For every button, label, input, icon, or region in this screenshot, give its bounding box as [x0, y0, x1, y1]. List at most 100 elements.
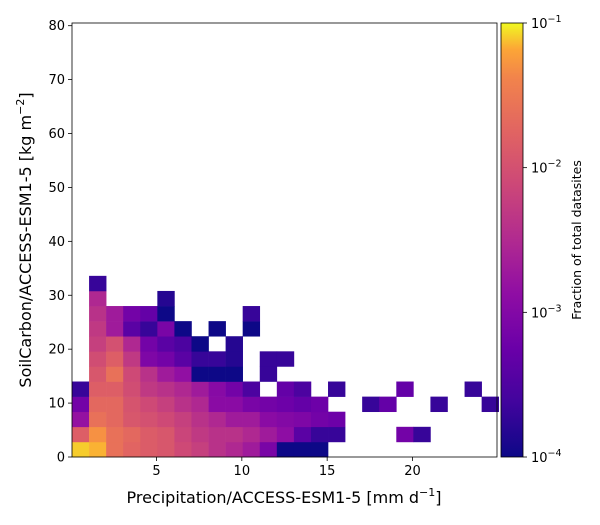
heatmap-cell: [191, 396, 209, 413]
heatmap-cell: [140, 381, 158, 397]
heatmap-cell: [191, 336, 209, 352]
y-tick-label: 30: [48, 289, 65, 304]
heatmap-cell: [310, 426, 329, 443]
y-tick-label: 40: [48, 235, 65, 250]
heatmap-cell: [208, 396, 226, 413]
heatmap-cell: [89, 321, 107, 337]
heatmap-cell: [259, 441, 278, 458]
heatmap-cell: [140, 441, 158, 458]
heatmap-cell: [225, 441, 243, 458]
heatmap-cell: [293, 396, 312, 413]
heatmap-cell: [174, 426, 192, 443]
heatmap-cell: [89, 411, 107, 428]
heatmap-cell: [89, 275, 107, 292]
heatmap-cell: [430, 396, 448, 413]
heatmap-cell: [242, 441, 261, 458]
heatmap-cell: [413, 426, 431, 443]
heatmap-cell: [174, 381, 192, 397]
heatmap-cell: [379, 396, 397, 413]
heatmap-cell: [89, 366, 107, 382]
heatmap-cell: [208, 411, 226, 428]
heatmap-cell: [157, 321, 175, 337]
heatmap-cell: [328, 411, 346, 428]
y-tick-label: 50: [48, 181, 65, 196]
heatmap-cell: [293, 426, 312, 443]
heatmap-cell: [259, 426, 278, 443]
y-axis: 0 10 20 30 40 50 60 70 80: [48, 19, 72, 466]
heatmap-cell: [174, 411, 192, 428]
heatmap-cell: [310, 396, 329, 413]
heatmap-cell: [140, 321, 158, 337]
heatmap-cells: [72, 275, 500, 458]
heatmap-cell: [242, 411, 261, 428]
plot-frame: [71, 22, 498, 458]
heatmap-cell: [208, 441, 226, 458]
heatmap-cell: [208, 381, 226, 397]
heatmap-cell: [225, 381, 243, 397]
heatmap-cell: [157, 426, 175, 443]
heatmap-cell: [191, 381, 209, 397]
heatmap-cell: [208, 366, 226, 382]
heatmap-cell: [72, 396, 90, 413]
heatmap-cell: [208, 426, 226, 443]
y-tick-label: 60: [48, 127, 65, 142]
heatmap-cell: [174, 336, 192, 352]
heatmap-cell: [396, 381, 414, 397]
y-tick-label: 70: [48, 73, 65, 88]
colorbar-tick-label: 10−3: [531, 303, 562, 321]
heatmap-cell: [191, 351, 209, 367]
x-axis-label: Precipitation/ACCESS-ESM1-5 [mm d−1]: [126, 486, 441, 507]
heatmap-cell: [276, 411, 295, 428]
heatmap-cell: [157, 351, 175, 367]
heatmap-cell: [362, 396, 380, 413]
heatmap-cell: [157, 441, 175, 458]
heatmap-cell: [310, 411, 329, 428]
heatmap-cell: [174, 351, 192, 367]
heatmap-cell: [174, 396, 192, 413]
heatmap-cell: [106, 441, 124, 458]
colorbar-ticks: 10−1 10−2 10−3 10−4: [523, 14, 562, 466]
heatmap-cell: [259, 366, 278, 382]
y-tick-label: 80: [48, 19, 65, 34]
heatmap-cell: [208, 351, 226, 367]
heatmap-cell: [259, 351, 278, 367]
heatmap-cell: [157, 290, 175, 307]
heatmap-cell: [174, 366, 192, 382]
heatmap-cell: [140, 351, 158, 367]
heatmap-cell: [157, 366, 175, 382]
heatmap-cell: [89, 381, 107, 397]
heatmap-cell: [259, 396, 278, 413]
heatmap-cell: [89, 351, 107, 367]
heatmap-cell: [276, 381, 295, 397]
heatmap-cell: [293, 411, 312, 428]
heatmap-cell: [276, 351, 295, 367]
heatmap-cell: [89, 336, 107, 352]
heatmap-cell: [242, 306, 261, 322]
heatmap-cell: [225, 366, 243, 382]
heatmap-cell: [276, 396, 295, 413]
y-tick-label: 10: [48, 397, 65, 412]
heatmap-cell: [89, 426, 107, 443]
heatmap-cell: [140, 366, 158, 382]
heatmap-cell: [72, 426, 90, 443]
heatmap-cell: [225, 396, 243, 413]
heatmap-cell: [191, 366, 209, 382]
heatmap-cell: [106, 426, 124, 443]
heatmap-cell: [123, 441, 141, 458]
x-tick-label: 15: [319, 464, 336, 479]
heatmap-cell: [106, 381, 124, 397]
heatmap-cell: [191, 411, 209, 428]
plot-area: [71, 22, 500, 458]
heatmap-cell: [191, 441, 209, 458]
heatmap-cell: [293, 441, 312, 458]
heatmap-cell: [106, 396, 124, 413]
heatmap-cell: [72, 411, 90, 428]
heatmap-cell: [123, 426, 141, 443]
colorbar-label: Fraction of total datasites: [569, 160, 584, 320]
heatmap-cell: [242, 321, 261, 337]
x-tick-label: 20: [404, 464, 421, 479]
x-tick-label: 10: [234, 464, 251, 479]
x-axis: 5 10 15 20: [152, 457, 421, 479]
heatmap-cell: [123, 321, 141, 337]
colorbar-tick-label: 10−1: [531, 14, 562, 32]
